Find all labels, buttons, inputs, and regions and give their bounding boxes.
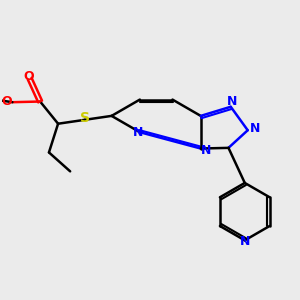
Text: N: N — [250, 122, 260, 135]
Text: O: O — [24, 70, 34, 83]
Text: N: N — [240, 235, 250, 248]
Text: N: N — [201, 143, 211, 157]
Text: N: N — [133, 126, 144, 139]
Text: N: N — [227, 95, 237, 108]
Text: S: S — [80, 111, 90, 125]
Text: O: O — [2, 95, 12, 108]
